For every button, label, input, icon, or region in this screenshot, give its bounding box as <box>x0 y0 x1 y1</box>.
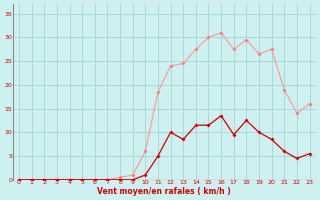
X-axis label: Vent moyen/en rafales ( km/h ): Vent moyen/en rafales ( km/h ) <box>97 187 231 196</box>
